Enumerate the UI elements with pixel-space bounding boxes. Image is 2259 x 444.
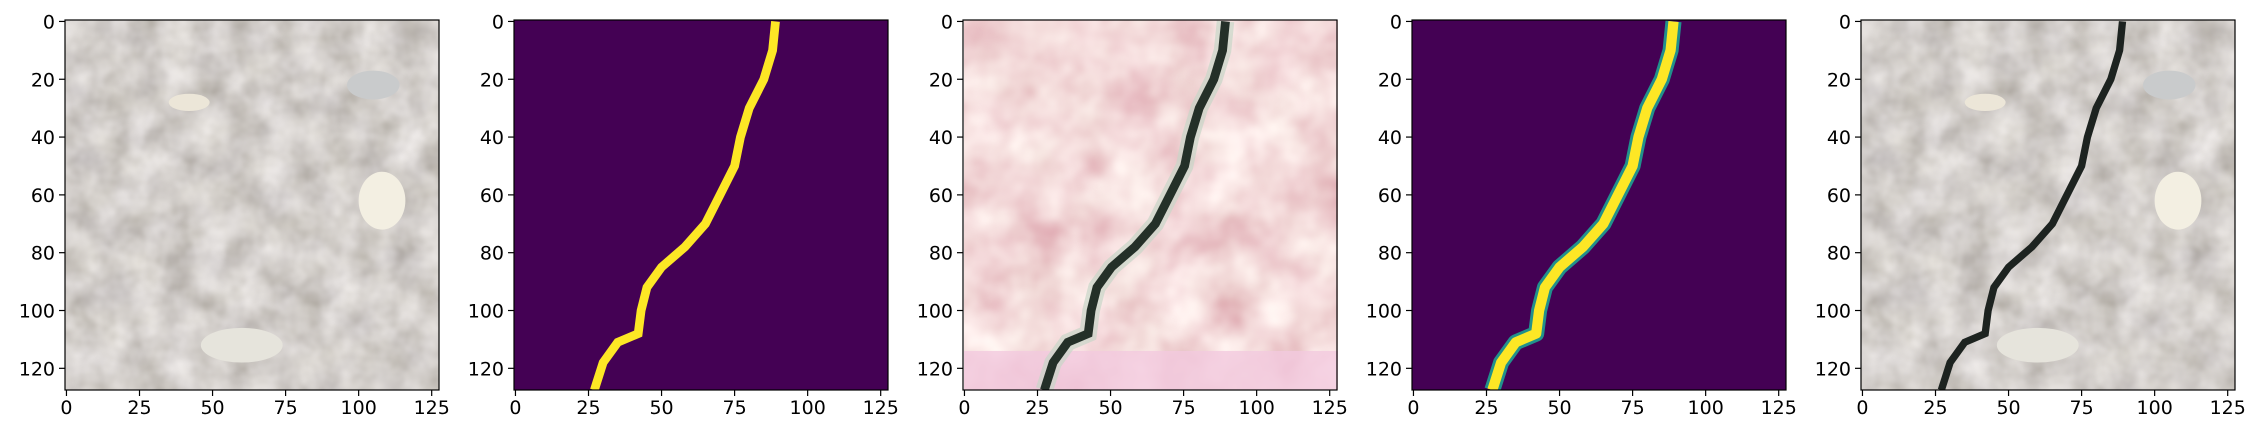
x-tick-label: 100 — [1239, 397, 1275, 419]
x-tick-label: 100 — [2137, 397, 2173, 419]
y-tick-label: 60 — [929, 185, 953, 207]
y-tick-label: 20 — [1827, 69, 1851, 91]
y-tick-label: 120 — [1366, 358, 1402, 380]
x-tick-label: 0 — [60, 397, 72, 419]
y-tick-label: 40 — [929, 127, 953, 149]
x-tick-label: 0 — [1856, 397, 1868, 419]
x-tick-label: 125 — [863, 397, 899, 419]
x-tick-label: 25 — [1474, 397, 1498, 419]
x-tick-label: 75 — [723, 397, 747, 419]
y-tick-label: 80 — [1378, 243, 1402, 265]
image-mask — [514, 20, 888, 390]
y-tick-label: 0 — [1839, 11, 1851, 33]
image-rock — [65, 20, 439, 390]
y-tick-label: 20 — [31, 69, 55, 91]
y-tick-label: 60 — [31, 185, 55, 207]
y-tick-label: 20 — [929, 69, 953, 91]
image-generated — [964, 20, 1338, 390]
x-tick-label: 75 — [2070, 397, 2094, 419]
axes-frame — [64, 19, 440, 391]
y-tick-label: 120 — [468, 358, 504, 380]
y-tick-label: 0 — [941, 11, 953, 33]
x-tick-label: 75 — [274, 397, 298, 419]
x-tick-label: 100 — [341, 397, 377, 419]
x-tick-label: 125 — [414, 397, 450, 419]
y-tick-label: 40 — [31, 127, 55, 149]
image-composite — [1861, 20, 2235, 390]
y-tick-label: 120 — [19, 358, 55, 380]
y-tick-label: 120 — [1815, 358, 1851, 380]
x-tick-label: 125 — [1761, 397, 1797, 419]
x-tick-label: 50 — [1547, 397, 1571, 419]
image-prediction — [1412, 20, 1786, 390]
axes-frame — [962, 19, 1338, 391]
x-tick-label: 25 — [576, 397, 600, 419]
y-tick-label: 100 — [1366, 301, 1402, 323]
y-tick-label: 100 — [468, 301, 504, 323]
axes-frame — [1860, 19, 2236, 391]
y-tick-label: 80 — [480, 243, 504, 265]
x-tick-label: 0 — [958, 397, 970, 419]
x-tick-label: 125 — [1312, 397, 1348, 419]
y-tick-label: 100 — [19, 301, 55, 323]
x-tick-label: 100 — [1688, 397, 1724, 419]
y-tick-label: 100 — [917, 301, 953, 323]
y-tick-label: 120 — [917, 358, 953, 380]
y-tick-label: 40 — [480, 127, 504, 149]
x-tick-label: 50 — [649, 397, 673, 419]
axes-frame — [513, 19, 889, 391]
x-tick-label: 0 — [509, 397, 521, 419]
x-tick-label: 25 — [127, 397, 151, 419]
y-tick-label: 80 — [31, 243, 55, 265]
x-tick-label: 25 — [1025, 397, 1049, 419]
x-tick-label: 125 — [2210, 397, 2246, 419]
y-tick-label: 0 — [492, 11, 504, 33]
y-tick-label: 40 — [1378, 127, 1402, 149]
x-tick-label: 100 — [790, 397, 826, 419]
x-tick-label: 0 — [1407, 397, 1419, 419]
axes-frame — [1411, 19, 1787, 391]
x-tick-label: 50 — [200, 397, 224, 419]
y-tick-label: 20 — [1378, 69, 1402, 91]
y-tick-label: 60 — [1378, 185, 1402, 207]
y-tick-label: 100 — [1815, 301, 1851, 323]
x-tick-label: 25 — [1923, 397, 1947, 419]
y-tick-label: 0 — [1390, 11, 1402, 33]
y-tick-label: 80 — [929, 243, 953, 265]
y-tick-label: 40 — [1827, 127, 1851, 149]
x-tick-label: 50 — [1098, 397, 1122, 419]
y-tick-label: 20 — [480, 69, 504, 91]
x-tick-label: 50 — [1996, 397, 2020, 419]
y-tick-label: 0 — [43, 11, 55, 33]
x-tick-label: 75 — [1621, 397, 1645, 419]
y-tick-label: 60 — [480, 185, 504, 207]
y-tick-label: 80 — [1827, 243, 1851, 265]
y-tick-label: 60 — [1827, 185, 1851, 207]
x-tick-label: 75 — [1172, 397, 1196, 419]
